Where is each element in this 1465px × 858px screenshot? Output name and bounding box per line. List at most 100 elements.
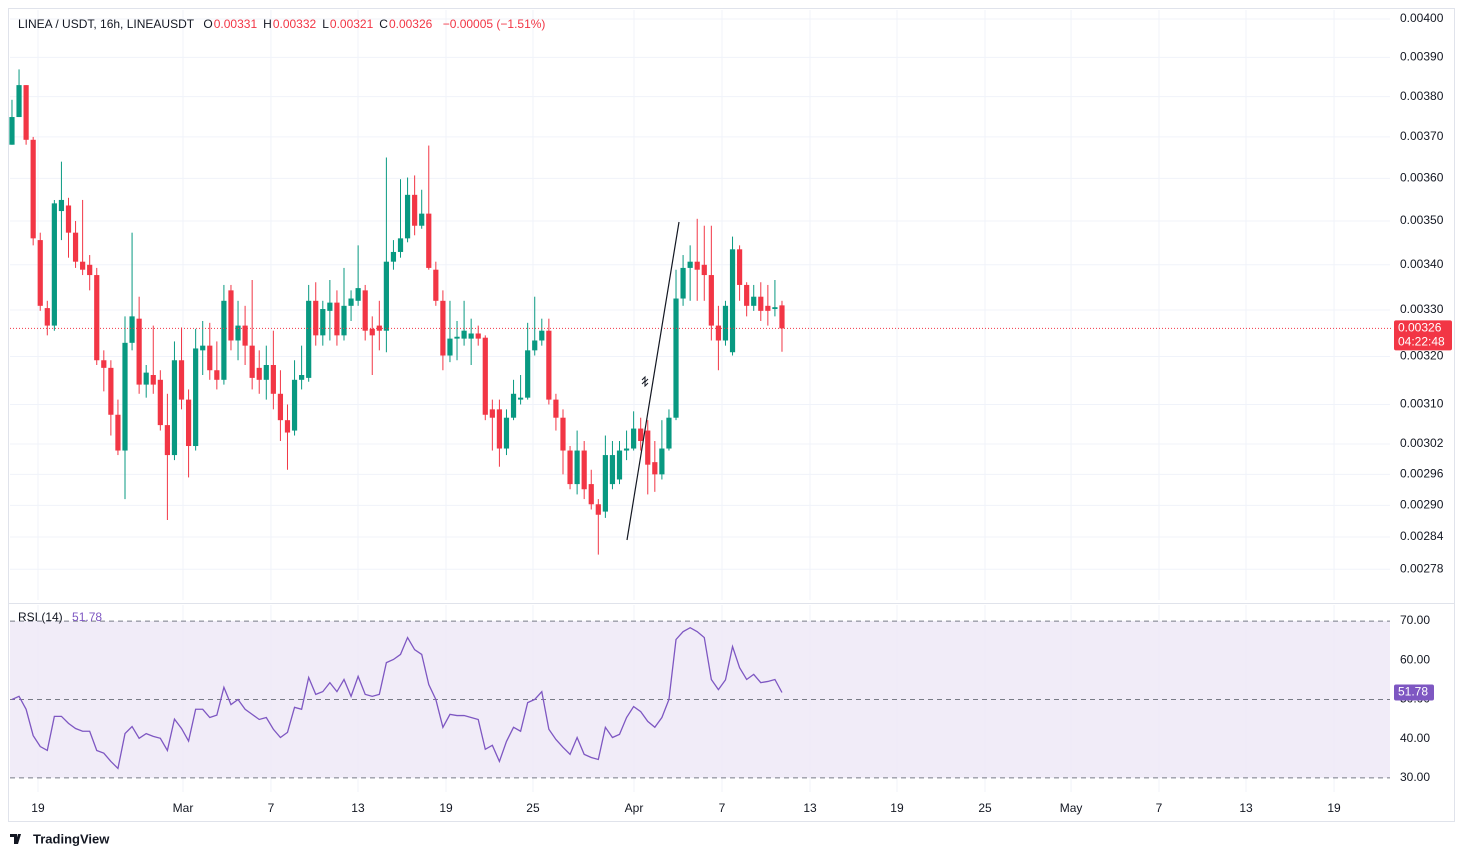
candle-body bbox=[270, 365, 276, 394]
candle-body bbox=[58, 199, 65, 212]
x-tick-label: 13 bbox=[351, 801, 365, 815]
candle-body bbox=[383, 261, 389, 331]
candle-body bbox=[299, 375, 305, 380]
trend-line-drawing[interactable] bbox=[626, 221, 680, 541]
candle-body bbox=[101, 360, 107, 368]
candle-body bbox=[23, 85, 29, 140]
candle-body bbox=[249, 345, 255, 378]
candle-body bbox=[327, 302, 333, 311]
ohlc-value: 0.00331 bbox=[213, 17, 258, 31]
candle-body bbox=[758, 296, 764, 311]
candle-body bbox=[638, 428, 644, 442]
ohlc: O0.00331 H0.00332 L0.00321 C0.00326 bbox=[198, 17, 433, 31]
candle-body bbox=[65, 205, 72, 233]
y-tick-label: 30.00 bbox=[1400, 770, 1430, 784]
candle-body bbox=[122, 342, 128, 451]
ohlc-value: 0.00326 bbox=[388, 17, 433, 31]
candle-body bbox=[355, 288, 361, 301]
candle-body bbox=[510, 393, 517, 418]
ohlc-label: C bbox=[379, 17, 388, 31]
ohlc-label: H bbox=[263, 17, 272, 31]
candle-body bbox=[136, 318, 142, 385]
price-badge-label: 0.00326 bbox=[1398, 321, 1442, 335]
candle-body bbox=[256, 367, 262, 380]
candle-body bbox=[595, 504, 601, 515]
candle-body bbox=[200, 345, 206, 351]
y-tick-label: 0.00340 bbox=[1400, 257, 1444, 271]
marks bbox=[9, 69, 1393, 770]
y-tick-label: 70.00 bbox=[1400, 613, 1430, 627]
grid bbox=[10, 10, 1390, 792]
countdown: 04:22:48 bbox=[1398, 335, 1445, 349]
candle-body bbox=[30, 139, 36, 239]
candle-body bbox=[581, 450, 587, 490]
y-tick-label: 0.00380 bbox=[1400, 89, 1444, 103]
candle-body bbox=[185, 399, 192, 447]
x-tick-label: 25 bbox=[526, 801, 540, 815]
candle-body bbox=[306, 300, 312, 378]
x-tick-label: 19 bbox=[1327, 801, 1341, 815]
candle-body bbox=[313, 300, 319, 336]
candle-body bbox=[207, 345, 213, 371]
candle-body bbox=[37, 240, 43, 306]
candle-body bbox=[412, 194, 418, 226]
candle-body bbox=[468, 333, 474, 339]
candle-body bbox=[362, 290, 368, 331]
candle-body bbox=[334, 302, 340, 336]
candle-body bbox=[214, 370, 220, 380]
candle-body bbox=[518, 397, 524, 400]
candle-body bbox=[419, 213, 425, 226]
candle-body bbox=[496, 409, 503, 449]
candle-body bbox=[178, 360, 185, 400]
candle-body bbox=[602, 455, 608, 512]
y-tick-label: 0.00360 bbox=[1400, 171, 1444, 185]
x-tick-label: 19 bbox=[31, 801, 45, 815]
x-tick-label: 19 bbox=[439, 801, 453, 815]
x-tick-label: Mar bbox=[173, 801, 194, 815]
price-badge bbox=[1394, 320, 1452, 351]
candle-body bbox=[779, 305, 785, 329]
candle-body bbox=[560, 417, 566, 451]
y-tick-label: 0.00400 bbox=[1400, 11, 1444, 25]
rsi-title: RSI (14) bbox=[18, 610, 63, 624]
candle-body bbox=[44, 308, 50, 326]
candle-body bbox=[108, 367, 114, 415]
candle-body bbox=[461, 330, 467, 339]
candle-body bbox=[150, 375, 156, 385]
candle-body bbox=[242, 325, 248, 346]
y-tick-label: 0.00302 bbox=[1400, 436, 1444, 450]
candle-body bbox=[616, 450, 623, 480]
drawing-icon[interactable] bbox=[641, 375, 649, 388]
candle-body bbox=[9, 117, 15, 145]
candle-body bbox=[645, 430, 651, 465]
candle-body bbox=[171, 360, 178, 456]
ohlc-value: 0.00332 bbox=[272, 17, 317, 31]
candle-body bbox=[228, 290, 234, 341]
candle-body bbox=[574, 450, 580, 485]
y-tick-label: 0.00370 bbox=[1400, 129, 1444, 143]
candle-body bbox=[567, 450, 573, 485]
y-tick-label: 0.00330 bbox=[1400, 302, 1444, 316]
logo: TradingView bbox=[10, 831, 110, 846]
candle-body bbox=[348, 298, 354, 306]
candle-body bbox=[94, 275, 100, 361]
x-tick-label: 7 bbox=[1156, 801, 1163, 815]
candle-body bbox=[623, 448, 630, 451]
candle-body bbox=[397, 238, 404, 252]
candle-body bbox=[736, 249, 743, 285]
x-tick-label: Apr bbox=[625, 801, 644, 815]
candle-body bbox=[765, 305, 771, 311]
brand: TradingView bbox=[33, 831, 110, 846]
candle-body bbox=[291, 379, 298, 431]
candle-body bbox=[751, 296, 757, 306]
candle-body bbox=[157, 379, 163, 426]
x-tick-label: 13 bbox=[1239, 801, 1253, 815]
candle-body bbox=[546, 330, 552, 400]
candle-body bbox=[143, 372, 149, 385]
y-tick-label: 0.00284 bbox=[1400, 529, 1444, 543]
candle-body bbox=[320, 309, 326, 336]
ohlc-label: O bbox=[203, 17, 213, 31]
candle-body bbox=[673, 298, 679, 418]
